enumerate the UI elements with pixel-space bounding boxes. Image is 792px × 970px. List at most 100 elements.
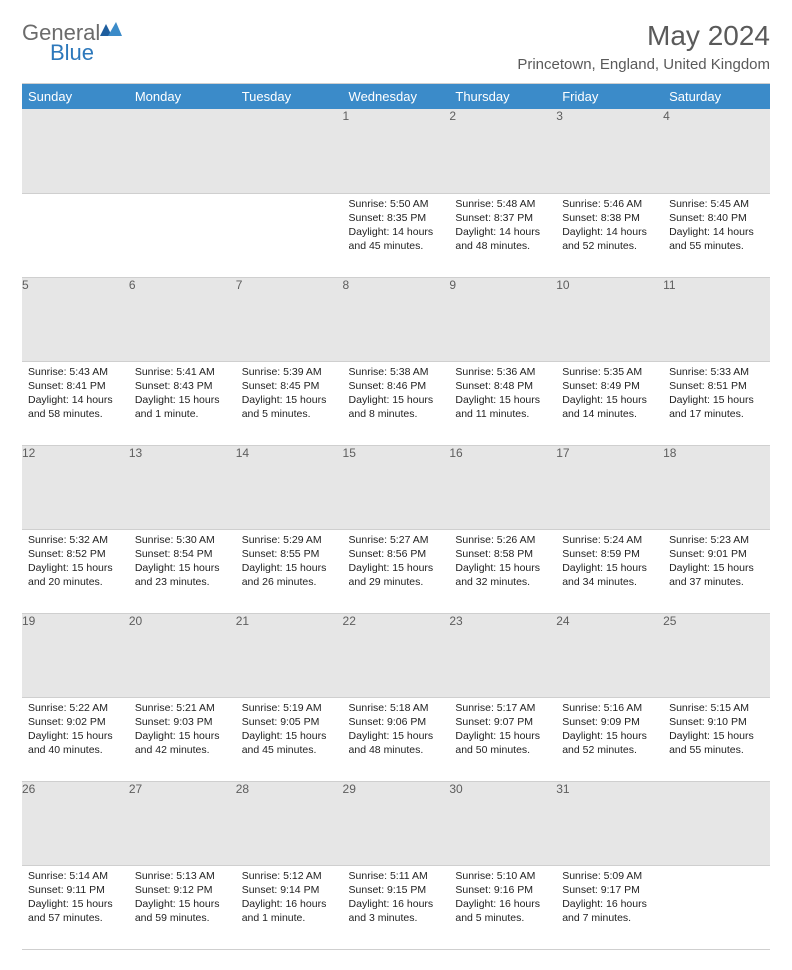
- weekday-header: Friday: [556, 84, 663, 110]
- day-body-cell: Sunrise: 5:23 AMSunset: 9:01 PMDaylight:…: [663, 529, 770, 613]
- day-number-cell: 9: [449, 277, 556, 361]
- daylight-line: Daylight: 16 hours and 5 minutes.: [455, 897, 550, 925]
- day-body-cell: Sunrise: 5:50 AMSunset: 8:35 PMDaylight:…: [343, 193, 450, 277]
- day-body-cell: Sunrise: 5:12 AMSunset: 9:14 PMDaylight:…: [236, 865, 343, 949]
- week-row: Sunrise: 5:43 AMSunset: 8:41 PM Daylight:…: [22, 361, 770, 445]
- day-body-cell: Sunrise: 5:46 AMSunset: 8:38 PMDaylight:…: [556, 193, 663, 277]
- daylight-line: Daylight: 15 hours and 55 minutes.: [669, 729, 764, 757]
- sunset-line: Sunset: 8:40 PM: [669, 211, 764, 225]
- day-number-cell: 22: [343, 613, 450, 697]
- sunrise-line: Sunrise: 5:43 AM: [28, 365, 123, 379]
- sunrise-line: Sunrise: 5:48 AM: [455, 197, 550, 211]
- day-body-cell: Sunrise: 5:26 AMSunset: 8:58 PMDaylight:…: [449, 529, 556, 613]
- day-details: Sunrise: 5:16 AMSunset: 9:09 PMDaylight:…: [556, 698, 663, 764]
- daylight-line: Daylight: 15 hours and 5 minutes.: [242, 393, 337, 421]
- sunset-line: Sunset: 9:14 PM: [242, 883, 337, 897]
- sunset-line: Sunset: 9:16 PM: [455, 883, 550, 897]
- sunset-line: Sunset: 9:01 PM: [669, 547, 764, 561]
- daylight-line: Daylight: 16 hours and 1 minute.: [242, 897, 337, 925]
- day-body-cell: Sunrise: 5:45 AMSunset: 8:40 PMDaylight:…: [663, 193, 770, 277]
- day-body-cell: Sunrise: 5:36 AMSunset: 8:48 PMDaylight:…: [449, 361, 556, 445]
- sunset-line: Sunset: 9:11 PM: [28, 883, 123, 897]
- sunset-line: Sunset: 8:52 PM: [28, 547, 123, 561]
- sunrise-line: Sunrise: 5:11 AM: [349, 869, 444, 883]
- sunset-line: Sunset: 9:06 PM: [349, 715, 444, 729]
- day-body-cell: Sunrise: 5:15 AMSunset: 9:10 PMDaylight:…: [663, 697, 770, 781]
- sunset-line: Sunset: 8:45 PM: [242, 379, 337, 393]
- week-row: Sunrise: 5:32 AMSunset: 8:52 PM Daylight:…: [22, 529, 770, 613]
- day-details: Sunrise: 5:41 AMSunset: 8:43 PMDaylight:…: [129, 362, 236, 428]
- brand-part2: Blue: [50, 40, 94, 65]
- sunset-line: Sunset: 8:41 PM: [28, 379, 123, 393]
- sunset-line: Sunset: 8:59 PM: [562, 547, 657, 561]
- sunset-line: Sunset: 9:12 PM: [135, 883, 230, 897]
- day-number-cell: 13: [129, 445, 236, 529]
- location-text: Princetown, England, United Kingdom: [517, 56, 770, 73]
- weekday-header: Monday: [129, 84, 236, 110]
- sunset-line: Sunset: 9:09 PM: [562, 715, 657, 729]
- sunrise-line: Sunrise: 5:45 AM: [669, 197, 764, 211]
- day-number-cell: 3: [556, 109, 663, 193]
- day-number-cell: 4: [663, 109, 770, 193]
- day-details: Sunrise: 5:48 AMSunset: 8:37 PMDaylight:…: [449, 194, 556, 260]
- day-details: Sunrise: 5:11 AMSunset: 9:15 PMDaylight:…: [343, 866, 450, 932]
- sunset-line: Sunset: 9:15 PM: [349, 883, 444, 897]
- sunset-line: Sunset: 8:46 PM: [349, 379, 444, 393]
- day-body-cell: Sunrise: 5:13 AMSunset: 9:12 PMDaylight:…: [129, 865, 236, 949]
- day-number-cell: 21: [236, 613, 343, 697]
- sunrise-line: Sunrise: 5:29 AM: [242, 533, 337, 547]
- sunrise-line: Sunrise: 5:21 AM: [135, 701, 230, 715]
- day-details: Sunrise: 5:46 AMSunset: 8:38 PMDaylight:…: [556, 194, 663, 260]
- day-body-cell: Sunrise: 5:11 AMSunset: 9:15 PMDaylight:…: [343, 865, 450, 949]
- day-body-cell: [236, 193, 343, 277]
- day-details: Sunrise: 5:29 AMSunset: 8:55 PMDaylight:…: [236, 530, 343, 596]
- day-details: Sunrise: 5:43 AMSunset: 8:41 PMDaylight:…: [22, 362, 129, 428]
- daylight-line: Daylight: 15 hours and 57 minutes.: [28, 897, 123, 925]
- sunset-line: Sunset: 9:03 PM: [135, 715, 230, 729]
- sunrise-line: Sunrise: 5:24 AM: [562, 533, 657, 547]
- daylight-line: Daylight: 14 hours and 55 minutes.: [669, 225, 764, 253]
- day-details: Sunrise: 5:50 AMSunset: 8:35 PMDaylight:…: [343, 194, 450, 260]
- day-body-cell: Sunrise: 5:18 AMSunset: 9:06 PMDaylight:…: [343, 697, 450, 781]
- daylight-line: Daylight: 15 hours and 32 minutes.: [455, 561, 550, 589]
- sunrise-line: Sunrise: 5:13 AM: [135, 869, 230, 883]
- daylight-line: Daylight: 15 hours and 8 minutes.: [349, 393, 444, 421]
- day-details: Sunrise: 5:24 AMSunset: 8:59 PMDaylight:…: [556, 530, 663, 596]
- daylight-line: Daylight: 15 hours and 48 minutes.: [349, 729, 444, 757]
- page-header: General Blue May 2024 Princetown, Englan…: [22, 20, 770, 73]
- day-number-cell: [663, 781, 770, 865]
- sunset-line: Sunset: 9:02 PM: [28, 715, 123, 729]
- day-details: Sunrise: 5:39 AMSunset: 8:45 PMDaylight:…: [236, 362, 343, 428]
- week-row: Sunrise: 5:14 AMSunset: 9:11 PMDaylight:…: [22, 865, 770, 949]
- weekday-header-row: SundayMondayTuesdayWednesdayThursdayFrid…: [22, 84, 770, 110]
- daylight-line: Daylight: 14 hours and 45 minutes.: [349, 225, 444, 253]
- sunrise-line: Sunrise: 5:50 AM: [349, 197, 444, 211]
- day-details: Sunrise: 5:23 AMSunset: 9:01 PMDaylight:…: [663, 530, 770, 596]
- day-number-cell: 8: [343, 277, 450, 361]
- day-number-cell: 17: [556, 445, 663, 529]
- calendar-page: General Blue May 2024 Princetown, Englan…: [0, 0, 792, 970]
- daynum-row: 19202122232425: [22, 613, 770, 697]
- sunset-line: Sunset: 8:43 PM: [135, 379, 230, 393]
- day-details: Sunrise: 5:10 AMSunset: 9:16 PMDaylight:…: [449, 866, 556, 932]
- day-number-cell: 30: [449, 781, 556, 865]
- sunrise-line: Sunrise: 5:35 AM: [562, 365, 657, 379]
- weekday-header: Wednesday: [343, 84, 450, 110]
- sunrise-line: Sunrise: 5:33 AM: [669, 365, 764, 379]
- sunrise-line: Sunrise: 5:10 AM: [455, 869, 550, 883]
- sunrise-line: Sunrise: 5:26 AM: [455, 533, 550, 547]
- weekday-header: Tuesday: [236, 84, 343, 110]
- day-details: Sunrise: 5:38 AMSunset: 8:46 PMDaylight:…: [343, 362, 450, 428]
- day-details: Sunrise: 5:12 AMSunset: 9:14 PMDaylight:…: [236, 866, 343, 932]
- sunrise-line: Sunrise: 5:17 AM: [455, 701, 550, 715]
- sunrise-line: Sunrise: 5:23 AM: [669, 533, 764, 547]
- day-body-cell: [129, 193, 236, 277]
- sunset-line: Sunset: 9:17 PM: [562, 883, 657, 897]
- sunrise-line: Sunrise: 5:32 AM: [28, 533, 123, 547]
- sunset-line: Sunset: 8:56 PM: [349, 547, 444, 561]
- brand-logo: General Blue: [22, 20, 122, 72]
- sunrise-line: Sunrise: 5:27 AM: [349, 533, 444, 547]
- day-number-cell: 29: [343, 781, 450, 865]
- day-details: Sunrise: 5:27 AMSunset: 8:56 PMDaylight:…: [343, 530, 450, 596]
- page-title: May 2024: [517, 20, 770, 52]
